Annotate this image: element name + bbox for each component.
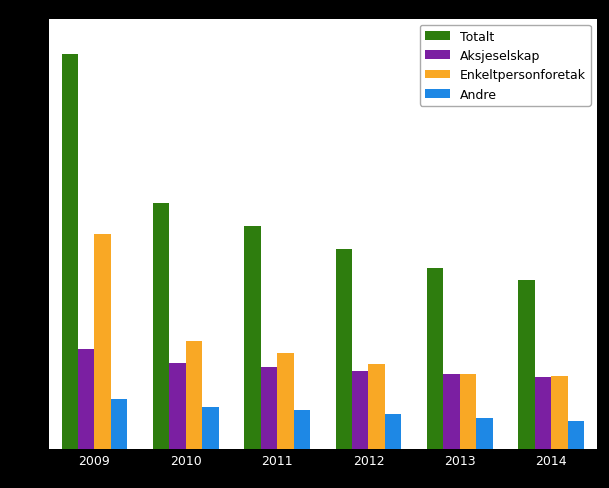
Bar (111, 399, 127, 449)
Bar (551, 376, 568, 449)
Bar (62, 55, 78, 449)
Bar (368, 365, 385, 449)
Bar (568, 421, 584, 449)
Bar (261, 367, 277, 449)
Bar (518, 280, 535, 449)
Bar (277, 353, 294, 449)
Bar (443, 374, 460, 449)
Bar (385, 414, 401, 449)
Legend: Totalt, Aksjeselskap, Enkeltpersonforetak, Andre: Totalt, Aksjeselskap, Enkeltpersonforeta… (420, 26, 591, 106)
Bar (535, 377, 551, 449)
Bar (460, 374, 476, 449)
Bar (294, 410, 310, 449)
Bar (202, 407, 219, 449)
Bar (336, 249, 352, 449)
Bar (153, 203, 169, 449)
Bar (186, 342, 202, 449)
Bar (78, 349, 94, 449)
Bar (94, 234, 111, 449)
Bar (169, 363, 186, 449)
Bar (427, 269, 443, 449)
Bar (352, 371, 368, 449)
Bar (244, 226, 261, 449)
Bar (476, 418, 493, 449)
